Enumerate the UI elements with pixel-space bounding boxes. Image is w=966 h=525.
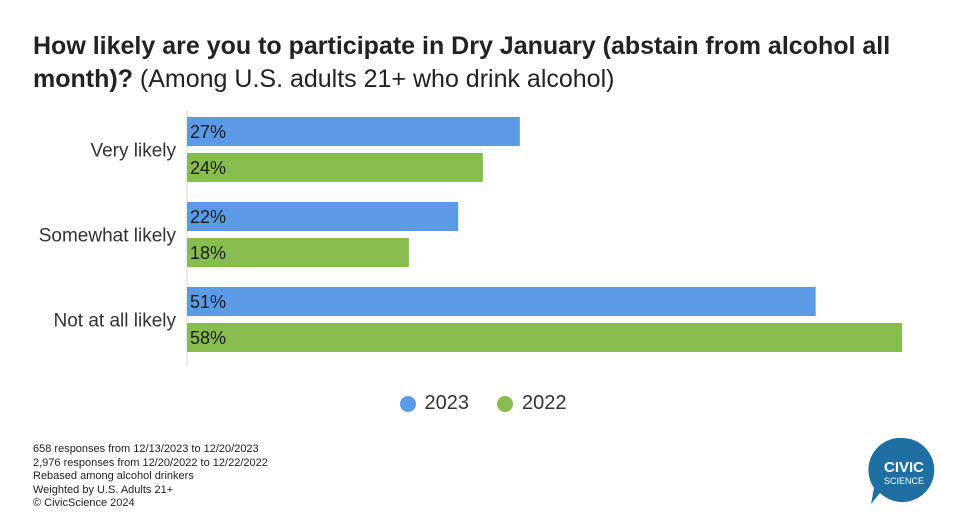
footnote-line: © CivicScience 2024: [33, 497, 135, 510]
bar-value-label: 51%: [190, 292, 226, 312]
bar-2022: [187, 153, 483, 182]
bar-2023: [187, 287, 816, 316]
logo-speech-bubble: [868, 437, 935, 504]
bar-2023: [187, 117, 520, 146]
footnotes: 658 responses from 12/13/2023 to 12/20/2…: [33, 443, 268, 511]
legend-item-2022: 2022: [497, 392, 567, 415]
footnote-line: 658 responses from 12/13/2023 to 12/20/2…: [33, 443, 259, 455]
title-question: How likely are you to participate in Dry…: [33, 32, 891, 93]
civicscience-logo: CIVIC SCIENCE: [868, 437, 935, 504]
footnote-line: 2,976 responses from 12/20/2022 to 12/22…: [33, 456, 268, 469]
bar-value-label: 58%: [190, 328, 226, 348]
bar-value-label: 27%: [190, 122, 226, 142]
category-label: Somewhat likely: [39, 226, 177, 247]
legend-item-2023: 2023: [399, 392, 470, 415]
bar-2022: [187, 238, 409, 267]
bar-2023: [187, 202, 459, 231]
category-label: Very likely: [90, 141, 176, 162]
legend-dot-2022: [497, 395, 513, 412]
bar-value-label: 18%: [190, 243, 226, 263]
bar-value-label: 22%: [190, 207, 226, 227]
chart-legend: 2023 2022: [0, 392, 966, 415]
title-subtitle: (Among U.S. adults 21+ who drink alcohol…: [139, 65, 615, 93]
bar-value-label: 24%: [190, 158, 226, 178]
bar-2022: [187, 323, 902, 352]
footnote-line: Weighted by U.S. Adults 21+: [33, 483, 174, 496]
legend-label-2023: 2023: [424, 392, 470, 414]
bar-chart: Very likely 27% 24% Somewhat likely 22% 18% No…: [39, 111, 902, 366]
chart-title: How likely are you to participate in Dry…: [33, 30, 933, 96]
legend-label-2022: 2022: [522, 392, 567, 414]
footnote-line: Rebased among alcohol drinkers: [33, 470, 194, 483]
logo-text-civic: CIVIC: [884, 459, 924, 476]
category-label: Not at all likely: [54, 311, 177, 332]
legend-dot-2023: [399, 395, 416, 412]
logo-text-science: SCIENCE: [884, 476, 924, 486]
